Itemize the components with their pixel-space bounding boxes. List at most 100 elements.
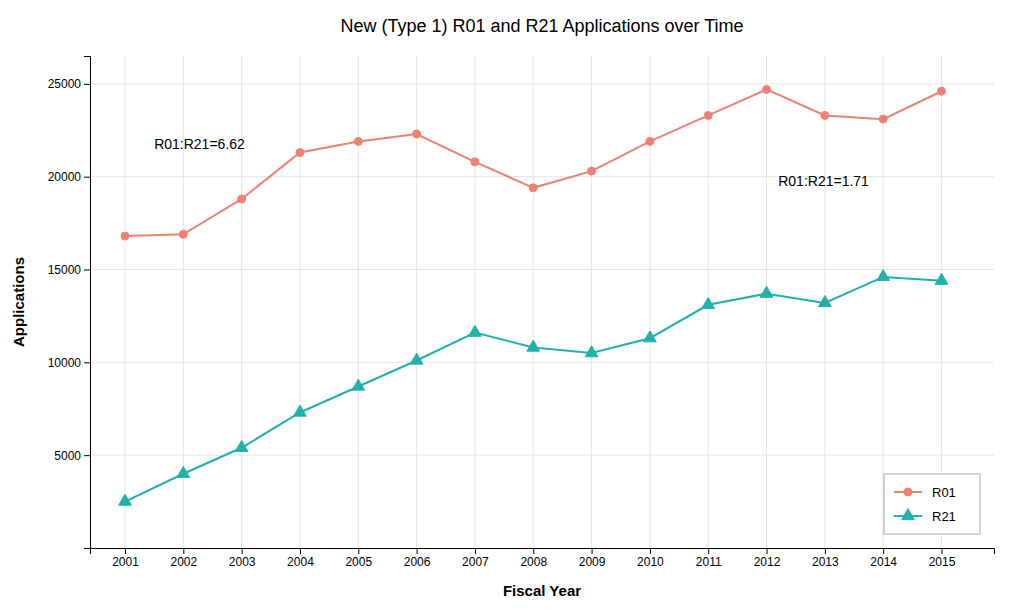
- y-tick-label: 20000: [48, 170, 82, 184]
- x-tick-mark: [883, 548, 884, 554]
- series-marker: [763, 85, 771, 93]
- grid-line-x: [474, 56, 475, 548]
- x-tick-label: 2004: [287, 555, 314, 569]
- series-marker: [646, 137, 654, 145]
- grid-line-x: [533, 56, 534, 548]
- x-tick: 2015: [929, 548, 956, 569]
- x-tick-mark: [475, 548, 476, 554]
- title: New (Type 1) R01 and R21 Applications ov…: [340, 16, 743, 36]
- x-tick: 2010: [637, 548, 664, 569]
- series-0: [121, 85, 945, 240]
- x-tick-mark: [592, 548, 593, 554]
- y-tick-label: 25000: [48, 77, 82, 91]
- y-tick: 10000: [48, 356, 90, 370]
- x-tick-mark: [183, 548, 184, 554]
- grid-line-x: [358, 56, 359, 548]
- grid: [90, 56, 994, 548]
- grid-line-x: [591, 56, 592, 548]
- x-tick-label: 2008: [520, 555, 547, 569]
- x-tick-label: 2003: [229, 555, 256, 569]
- x-tick-label: 2005: [345, 555, 372, 569]
- x-tick-mark: [300, 548, 301, 554]
- series-line: [125, 89, 942, 236]
- x-tick-label: 2009: [579, 555, 606, 569]
- x-tick: 2001: [112, 548, 139, 569]
- series-marker: [821, 111, 829, 119]
- series-marker: [527, 340, 540, 351]
- annotation: R01:R21=6.62: [154, 136, 245, 152]
- series-marker: [296, 149, 304, 157]
- x-tick-label: 2006: [404, 555, 431, 569]
- grid-line-x: [241, 56, 242, 548]
- x-tick: 2004: [287, 548, 314, 569]
- x-tick-mark: [533, 548, 534, 554]
- grid-line-x: [299, 56, 300, 548]
- series-marker: [760, 286, 773, 297]
- y-tick-label: 15000: [48, 263, 82, 277]
- legend-swatch-marker: [904, 488, 912, 496]
- x-tick: 2005: [345, 548, 372, 569]
- chart-svg: 2001 2002 2003 2004 2005 2006 2007 2008 2009 2010…: [0, 0, 1024, 614]
- series-marker: [702, 297, 715, 308]
- series-marker: [471, 158, 479, 166]
- x-tick: 2008: [520, 548, 547, 569]
- x-tick-mark: [942, 548, 943, 554]
- x-tick-label: 2001: [112, 555, 139, 569]
- x-tick: 2012: [754, 548, 781, 569]
- x-axis-title: Fiscal Year: [503, 582, 581, 599]
- grid-line-y: [90, 362, 994, 363]
- legend-item: R01: [894, 485, 956, 500]
- x-tick-label: 2013: [812, 555, 839, 569]
- y-axis-title: Applications: [10, 257, 27, 347]
- x-tick-label: 2002: [170, 555, 197, 569]
- grid-line-x: [124, 56, 125, 548]
- legend-box: [884, 474, 980, 534]
- x-tick-label: 2011: [696, 555, 722, 569]
- series-marker: [585, 346, 598, 357]
- x-tick: 2007: [462, 548, 489, 569]
- annotations: R01:R21=6.62 R01:R21=1.71: [154, 136, 869, 189]
- series-marker: [235, 440, 248, 451]
- series-marker: [877, 270, 890, 281]
- series-1: [119, 270, 948, 506]
- legend-label: R01: [932, 485, 956, 500]
- y-tick: 20000: [48, 170, 90, 184]
- series-marker: [354, 137, 362, 145]
- series-marker: [179, 230, 187, 238]
- series-marker: [704, 111, 712, 119]
- x-tick-mark: [358, 548, 359, 554]
- x-tick-mark: [825, 548, 826, 554]
- series-marker: [644, 331, 657, 342]
- grid-line-x: [649, 56, 650, 548]
- y-tick-mark: [84, 270, 90, 271]
- series-marker: [121, 232, 129, 240]
- x-axis-line: [91, 549, 995, 555]
- x-axis: 2001 2002 2003 2004 2005 2006 2007 2008 2009 2010…: [91, 548, 995, 569]
- legend-item: R21: [894, 509, 956, 524]
- x-tick: 2014: [870, 548, 897, 569]
- series-marker: [177, 466, 190, 477]
- series-marker: [413, 130, 421, 138]
- series-marker: [529, 184, 537, 192]
- series-marker: [588, 167, 596, 175]
- x-tick-mark: [708, 548, 709, 554]
- x-tick-label: 2014: [870, 555, 897, 569]
- legend: R01 R21: [884, 474, 980, 534]
- y-axis-line: [84, 57, 91, 549]
- series-marker: [410, 353, 423, 364]
- series-marker: [879, 115, 887, 123]
- legend-label: R21: [932, 509, 956, 524]
- grid-line-y: [90, 83, 994, 84]
- legend-swatch-marker: [902, 509, 915, 520]
- x-tick-label: 2007: [462, 555, 489, 569]
- x-tick: 2002: [170, 548, 197, 569]
- x-tick: 2009: [579, 548, 606, 569]
- x-tick-mark: [767, 548, 768, 554]
- grid-line-x: [766, 56, 767, 548]
- annotation: R01:R21=1.71: [778, 173, 869, 189]
- series-marker: [938, 87, 946, 95]
- y-tick-label: 10000: [48, 356, 82, 370]
- y-tick: 25000: [48, 77, 90, 91]
- y-tick-mark: [84, 177, 90, 178]
- series-layer: [119, 85, 948, 505]
